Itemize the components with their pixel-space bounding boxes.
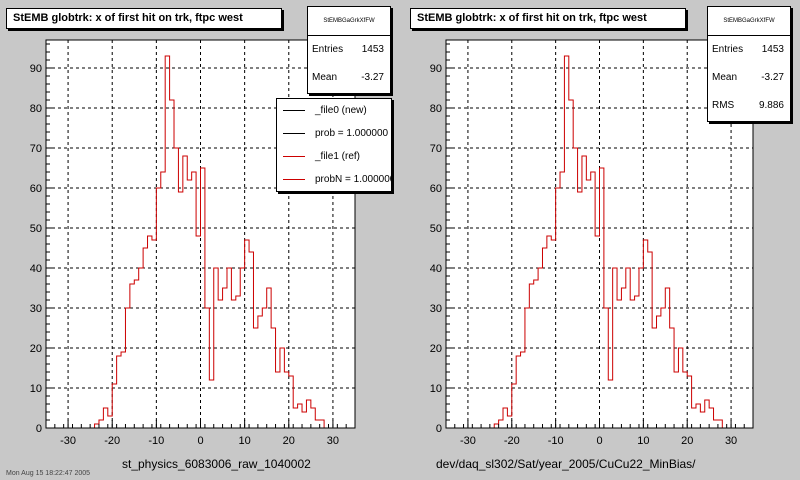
histogram-series bbox=[46, 55, 355, 429]
stats-label: Mean bbox=[312, 72, 338, 83]
histogram-panel-right: 0 10 20 30 40 50 60 70 80 90 -30 -20 -10 0 10 20 30 bbox=[430, 39, 754, 447]
legend-entry: probN = 1.000000 bbox=[277, 168, 391, 191]
legend-entry: _file1 (ref) bbox=[277, 145, 391, 168]
y-tick-label: 0 bbox=[436, 423, 442, 435]
x-tick-label: 0 bbox=[596, 435, 602, 447]
y-tick-label: 70 bbox=[430, 143, 442, 155]
stats-label: Mean bbox=[712, 72, 738, 83]
x-tick-label: 0 bbox=[197, 435, 203, 447]
chart-title-right: StEMB globtrk: x of first hit on trk, ft… bbox=[410, 8, 686, 29]
y-tick-label: 40 bbox=[30, 263, 42, 275]
x-tick-label: -10 bbox=[548, 435, 564, 447]
y-tick-label: 40 bbox=[430, 263, 442, 275]
stats-header: StEMBGaGrkXfFW bbox=[308, 7, 390, 36]
y-tick-label: 10 bbox=[30, 383, 42, 395]
stats-value: 1453 bbox=[761, 44, 784, 55]
x-axis-title-right: dev/daq_sl302/Sat/year_2005/CuCu22_MinBi… bbox=[436, 457, 696, 471]
y-tick-label: 60 bbox=[30, 183, 42, 195]
stats-row-mean: Mean -3.27 bbox=[308, 64, 390, 92]
y-tick-label: 20 bbox=[30, 343, 42, 355]
y-tick-label: 70 bbox=[30, 143, 42, 155]
x-tick-label: -20 bbox=[104, 435, 120, 447]
legend: _file0 (new) prob = 1.000000 _file1 (ref… bbox=[276, 98, 392, 192]
y-tick-label: 60 bbox=[430, 183, 442, 195]
x-tick-label: 30 bbox=[725, 435, 737, 447]
footer-timestamp: Mon Aug 15 18:22:47 2005 bbox=[6, 470, 91, 477]
stats-label: Entries bbox=[312, 44, 344, 55]
y-tick-label: 50 bbox=[430, 223, 442, 235]
legend-swatch bbox=[283, 133, 305, 134]
y-tick-label: 90 bbox=[30, 63, 42, 75]
x-tick-label: 20 bbox=[283, 435, 295, 447]
legend-label: _file1 (ref) bbox=[315, 151, 361, 162]
stats-row-rms: RMS 9.886 bbox=[708, 92, 790, 120]
histogram-series bbox=[446, 55, 753, 429]
y-tick-label: 50 bbox=[30, 223, 42, 235]
stats-header: StEMBGaGrkXfFW bbox=[708, 7, 790, 36]
x-tick-label: 10 bbox=[239, 435, 251, 447]
stats-value: -3.27 bbox=[761, 72, 784, 83]
chart-title-left: StEMB globtrk: x of first hit on trk, ft… bbox=[6, 8, 282, 29]
stats-label: RMS bbox=[712, 100, 735, 111]
legend-label: probN = 1.000000 bbox=[315, 174, 392, 185]
x-axis-title-left: st_physics_6083006_raw_1040002 bbox=[122, 457, 311, 471]
stats-box-left: StEMBGaGrkXfFW Entries 1453 Mean -3.27 bbox=[307, 6, 391, 94]
y-tick-label: 90 bbox=[430, 63, 442, 75]
stats-label: Entries bbox=[712, 44, 744, 55]
y-tick-label: 10 bbox=[430, 383, 442, 395]
legend-entry: _file0 (new) bbox=[277, 99, 391, 122]
y-tick-label: 20 bbox=[430, 343, 442, 355]
legend-label: prob = 1.000000 bbox=[315, 128, 389, 139]
x-tick-label: 30 bbox=[327, 435, 339, 447]
legend-entry: prob = 1.000000 bbox=[277, 122, 391, 145]
y-tick-label: 30 bbox=[30, 303, 42, 315]
stats-value: -3.27 bbox=[361, 72, 384, 83]
legend-label: _file0 (new) bbox=[315, 105, 367, 116]
y-tick-label: 80 bbox=[30, 103, 42, 115]
x-tick-label: 10 bbox=[637, 435, 649, 447]
legend-swatch bbox=[283, 156, 305, 157]
stats-value: 1453 bbox=[361, 44, 384, 55]
y-tick-label: 30 bbox=[430, 303, 442, 315]
stats-box-right: StEMBGaGrkXfFW Entries 1453 Mean -3.27 R… bbox=[707, 6, 791, 122]
stats-row-mean: Mean -3.27 bbox=[708, 64, 790, 92]
legend-swatch bbox=[283, 179, 305, 180]
x-tick-label: -10 bbox=[148, 435, 164, 447]
stats-row-entries: Entries 1453 bbox=[308, 36, 390, 64]
x-tick-label: -30 bbox=[460, 435, 476, 447]
x-tick-label: -30 bbox=[60, 435, 76, 447]
y-tick-label: 0 bbox=[36, 423, 42, 435]
legend-swatch bbox=[283, 110, 305, 111]
stats-row-entries: Entries 1453 bbox=[708, 36, 790, 64]
y-tick-label: 80 bbox=[430, 103, 442, 115]
stats-value: 9.886 bbox=[758, 100, 784, 111]
x-tick-label: -20 bbox=[504, 435, 520, 447]
x-tick-label: 20 bbox=[681, 435, 693, 447]
